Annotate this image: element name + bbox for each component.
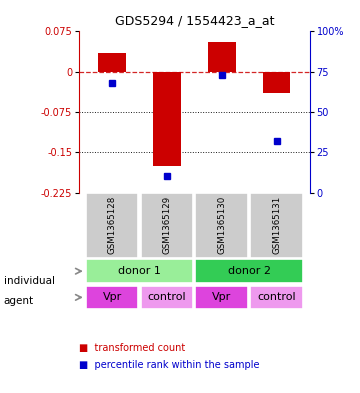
Bar <box>263 72 291 93</box>
Bar <box>250 193 303 258</box>
Text: Vpr: Vpr <box>103 292 122 302</box>
Text: control: control <box>148 292 186 302</box>
Title: GDS5294 / 1554423_a_at: GDS5294 / 1554423_a_at <box>114 15 274 28</box>
Bar <box>86 286 139 309</box>
Bar <box>195 193 248 258</box>
Bar <box>141 193 193 258</box>
Text: Vpr: Vpr <box>212 292 231 302</box>
Text: control: control <box>257 292 296 302</box>
Bar <box>153 72 181 166</box>
Bar <box>98 53 126 72</box>
Bar <box>208 42 235 72</box>
Bar <box>250 286 303 309</box>
Text: donor 1: donor 1 <box>118 266 161 276</box>
Text: agent: agent <box>4 296 34 307</box>
Text: individual: individual <box>4 276 55 286</box>
Text: ■  transformed count: ■ transformed count <box>79 343 185 353</box>
Text: GSM1365131: GSM1365131 <box>272 196 281 255</box>
Bar <box>141 286 193 309</box>
Text: GSM1365130: GSM1365130 <box>217 196 226 255</box>
Bar <box>86 193 139 258</box>
Bar <box>86 259 193 283</box>
Bar <box>195 259 303 283</box>
Bar <box>195 286 248 309</box>
Text: donor 2: donor 2 <box>228 266 271 276</box>
Text: GSM1365128: GSM1365128 <box>108 196 117 255</box>
Text: ■  percentile rank within the sample: ■ percentile rank within the sample <box>79 360 260 370</box>
Text: GSM1365129: GSM1365129 <box>162 196 171 254</box>
